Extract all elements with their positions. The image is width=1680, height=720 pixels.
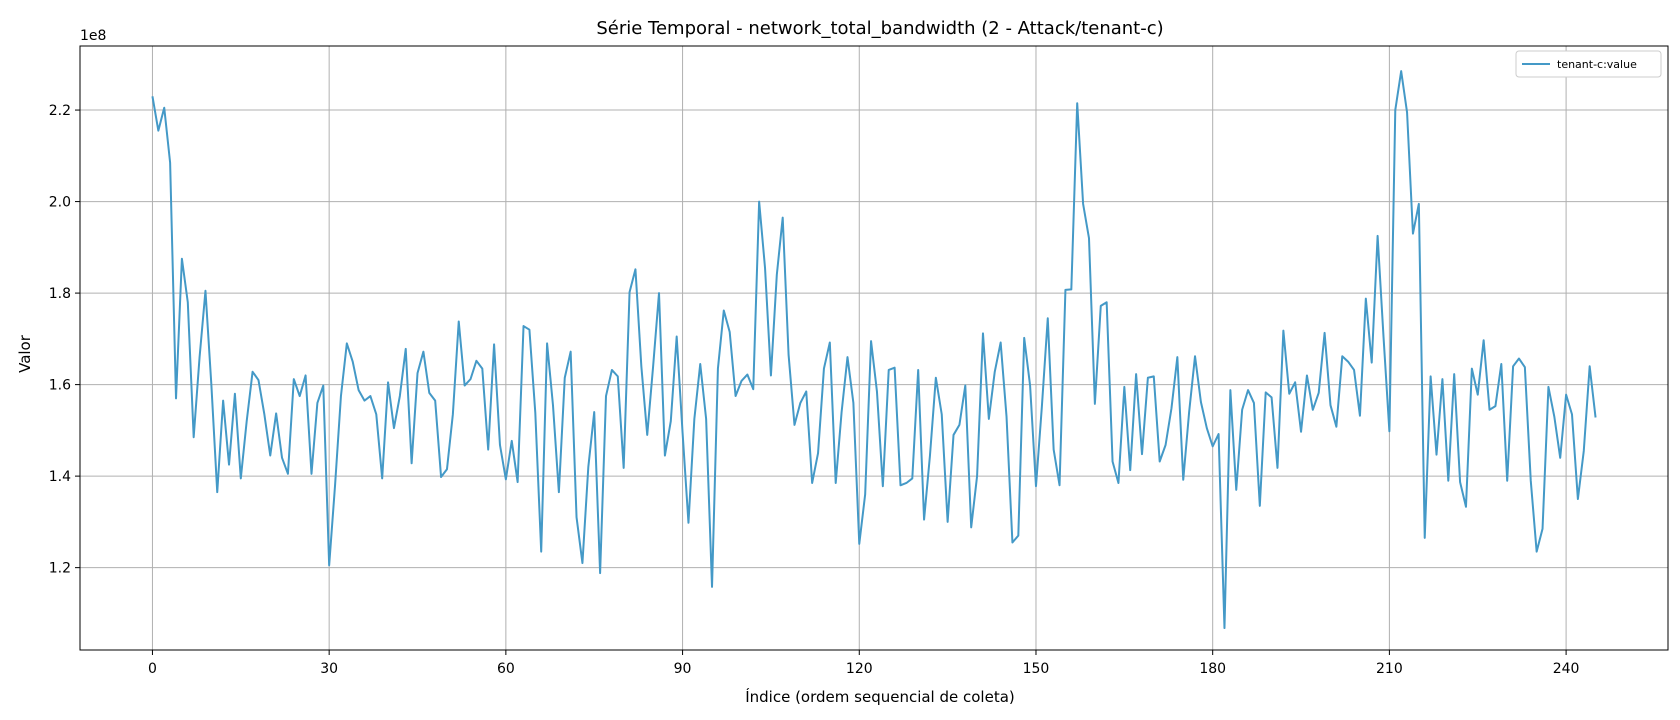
x-tick-label: 120: [846, 661, 873, 677]
x-axis-ticks: 0 30 60 90 120 150 180 210 240: [148, 650, 1579, 677]
x-tick-label: 210: [1376, 661, 1403, 677]
chart-title: Série Temporal - network_total_bandwidth…: [596, 18, 1163, 39]
y-tick-label: 2.2: [49, 103, 71, 119]
plot-frame: [79, 45, 1669, 651]
y-axis-label: Valor: [16, 334, 34, 373]
x-tick-label: 0: [148, 661, 157, 677]
legend: tenant-c:value: [1515, 50, 1662, 78]
y-axis-scale-label: 1e8: [80, 28, 106, 44]
y-tick-label: 1.8: [49, 286, 71, 302]
series-layer: [151, 70, 1597, 630]
y-axis-ticks: 1.2 1.4 1.6 1.8 2.0 2.2: [49, 103, 80, 577]
series-line-0: [151, 70, 1597, 630]
x-tick-label: 30: [320, 661, 338, 677]
y-tick-label: 1.6: [49, 378, 71, 394]
x-tick-label: 60: [497, 661, 515, 677]
y-tick-label: 1.2: [49, 561, 71, 577]
x-tick-label: 180: [1199, 661, 1226, 677]
x-tick-label: 150: [1023, 661, 1050, 677]
x-tick-label: 240: [1553, 661, 1580, 677]
x-tick-label: 90: [674, 661, 692, 677]
legend-box: [1515, 50, 1662, 78]
grid-lines: [80, 46, 1668, 650]
y-tick-label: 2.0: [49, 195, 71, 211]
y-tick-label: 1.4: [49, 469, 71, 485]
legend-series-label: tenant-c:value: [1557, 58, 1637, 71]
x-axis-label: Índice (ordem sequencial de coleta): [745, 687, 1015, 706]
